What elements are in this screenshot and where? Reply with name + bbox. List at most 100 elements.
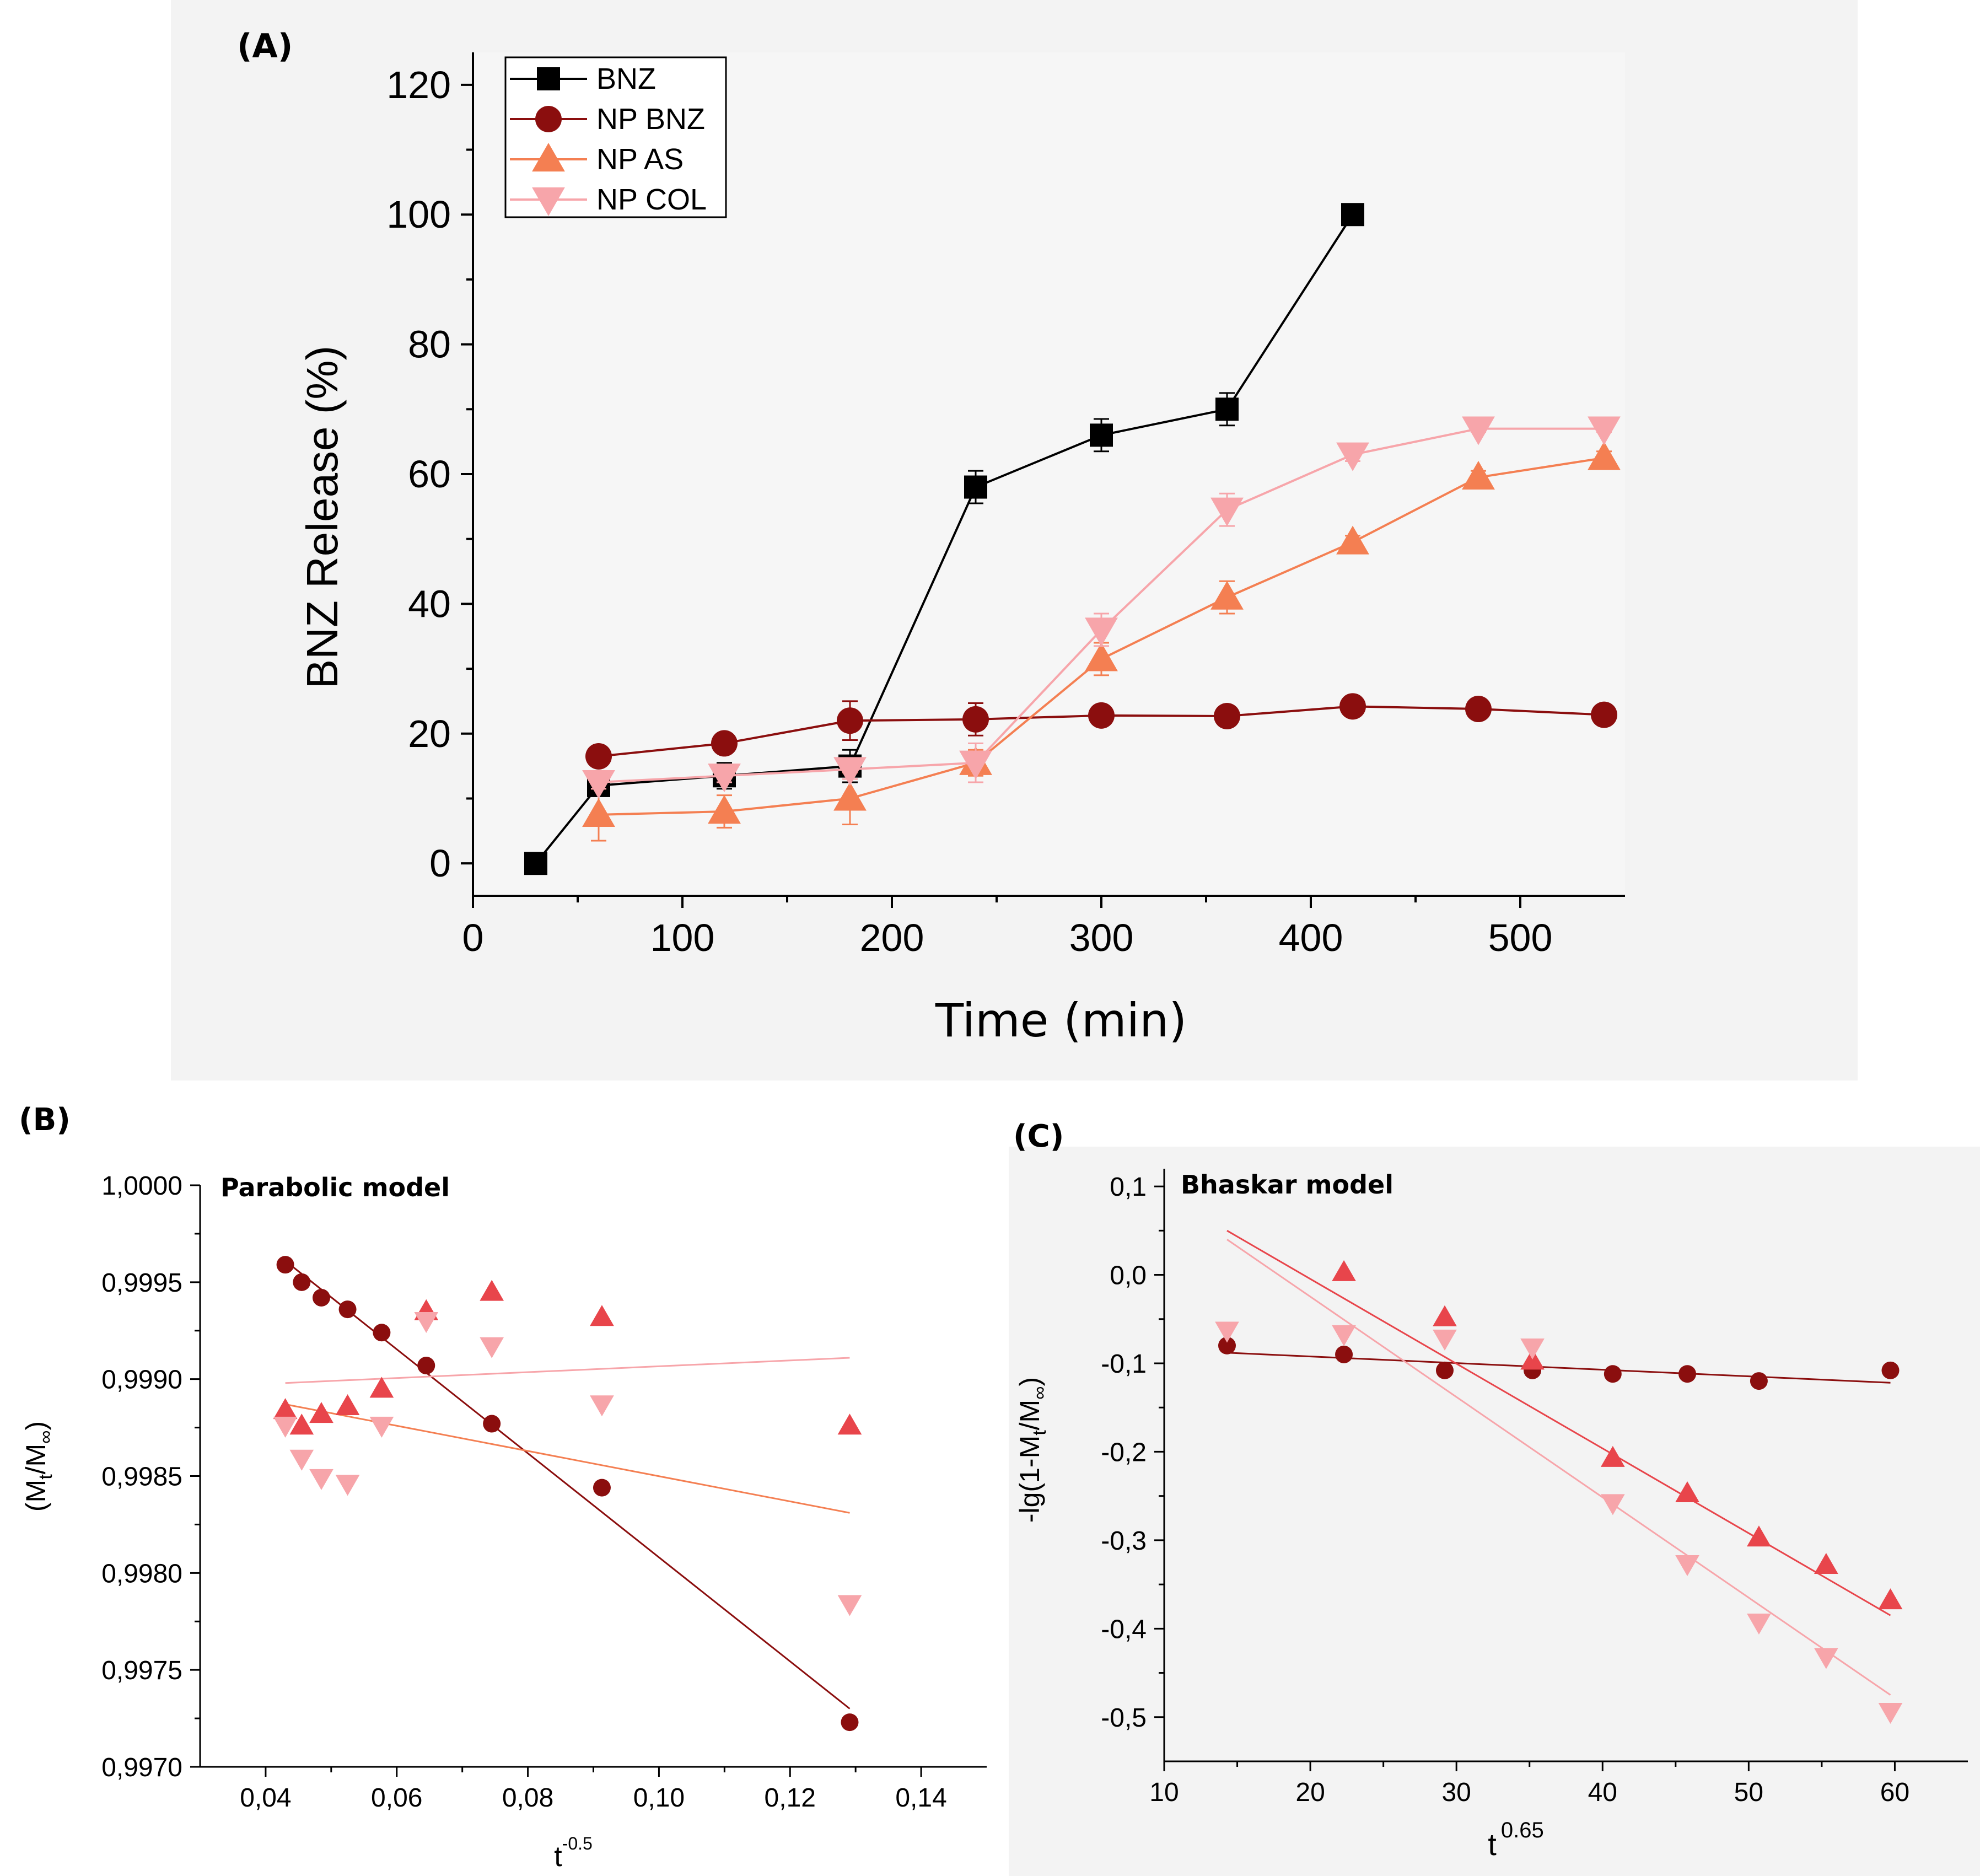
- y-tick-label: 0,9995: [101, 1268, 182, 1298]
- x-tick-label: 0,08: [502, 1783, 553, 1813]
- data-point-NP_BNZ: [593, 1479, 611, 1497]
- data-point-NP_COL: [1520, 1338, 1545, 1359]
- panel-a-y-axis-title: BNZ Release (%): [298, 346, 347, 689]
- data-point-NP_AS: [1085, 642, 1118, 671]
- data-point-NP_AS: [1433, 1305, 1457, 1326]
- data-point-NP_COL: [309, 1469, 333, 1490]
- data-point-NP_AS: [273, 1398, 298, 1420]
- panel-a-legend[interactable]: BNZ NP BNZ NP AS NP COL: [504, 56, 727, 218]
- panel-a-axes: 0 100 200 300 400 500 0 20 40 60 80 100 120: [386, 52, 1625, 959]
- y-tick-label: -0,4: [1101, 1615, 1147, 1644]
- data-point-NP_COL: [289, 1449, 314, 1471]
- y-tick-label: 100: [386, 193, 451, 236]
- data-point-NP_BNZ: [1678, 1365, 1697, 1383]
- y-tick-label: 0,9985: [101, 1463, 182, 1492]
- data-point-NP_COL: [273, 1416, 298, 1438]
- data-point-NP_COL: [414, 1312, 439, 1334]
- legend-label-np-as: NP AS: [596, 143, 684, 176]
- data-point-NP_AS: [833, 782, 867, 811]
- panel-c-series: [1215, 1230, 1903, 1724]
- panel-b-series: [273, 1256, 862, 1732]
- data-point-NP_BNZ: [1088, 702, 1115, 729]
- data-point-NP_COL: [582, 770, 615, 799]
- data-point-NP_AS: [289, 1413, 314, 1435]
- data-point-NP_AS: [1747, 1525, 1771, 1547]
- legend-label-np-bnz: NP BNZ: [596, 103, 705, 136]
- data-point-NP_COL: [590, 1395, 614, 1417]
- legend-label-np-col: NP COL: [596, 183, 707, 216]
- panel-c-axes: 10 20 30 40 50 60 -0,5 -0,4 -0,3 -0,2 -0,1 0,0 0,1: [1101, 1169, 1968, 1807]
- data-point-NP_COL: [480, 1337, 504, 1358]
- y-tick-label: 0,1: [1110, 1173, 1147, 1202]
- panel-c-background: [1009, 1147, 1980, 1876]
- data-point-NP_BNZ: [1465, 696, 1492, 723]
- data-point-BNZ: [1215, 397, 1239, 421]
- panel-b-x-axis-title: t-0.5: [554, 1834, 593, 1873]
- x-tick-label: 500: [1488, 916, 1553, 959]
- panel-c-y-axis-title: -lg(1-Mt/M∞): [1014, 1377, 1050, 1523]
- data-point-NP_BNZ: [276, 1256, 294, 1274]
- data-point-NP_BNZ: [1604, 1365, 1622, 1383]
- panel-b-title: Parabolic model: [220, 1173, 450, 1202]
- panel-b-axes: 0,04 0,06 0,08 0,10 0,12 0,14 0,9970 0,9975 0,99…: [101, 1171, 987, 1813]
- data-point-NP_AS: [335, 1394, 360, 1416]
- series-line-BNZ: [535, 214, 1354, 864]
- data-point-NP_COL: [708, 764, 741, 793]
- data-point-NP_COL: [1814, 1648, 1838, 1669]
- data-point-NP_BNZ: [338, 1300, 357, 1319]
- data-point-NP_BNZ: [293, 1273, 311, 1291]
- data-point-NP_AS: [590, 1305, 614, 1326]
- data-point-NP_AS: [582, 798, 615, 827]
- data-point-NP_COL: [1210, 497, 1244, 526]
- data-point-NP_AS: [480, 1280, 504, 1301]
- data-point-NP_COL: [1878, 1702, 1903, 1724]
- legend-marker-NP_BNZ: [535, 106, 562, 132]
- panel-c-x-axis-title: t 0.65: [1488, 1818, 1543, 1862]
- fit-line-NP_BNZ: [284, 1260, 851, 1710]
- data-point-NP_BNZ: [312, 1288, 330, 1307]
- data-point-NP_COL: [1747, 1613, 1771, 1635]
- y-tick-label: 20: [408, 712, 451, 755]
- data-point-NP_BNZ: [837, 707, 863, 734]
- y-tick-label: 0,9975: [101, 1656, 182, 1685]
- data-point-NP_COL: [959, 750, 992, 780]
- data-point-NP_BNZ: [841, 1713, 859, 1732]
- data-point-NP_BNZ: [1591, 701, 1617, 728]
- x-tick-label: 0,14: [895, 1783, 946, 1813]
- x-tick-label: 0,06: [371, 1783, 422, 1813]
- data-point-NP_AS: [1210, 580, 1244, 610]
- y-tick-label: 0,9990: [101, 1366, 182, 1395]
- panel-a-x-axis-title: Time (min): [935, 993, 1187, 1047]
- data-point-NP_AS: [1600, 1445, 1625, 1467]
- y-tick-label: -0,3: [1101, 1526, 1147, 1556]
- legend-marker-NP_AS: [532, 143, 565, 172]
- x-tick-label: 100: [650, 916, 715, 959]
- data-point-NP_AS: [1332, 1260, 1356, 1281]
- data-point-NP_COL: [1462, 416, 1495, 445]
- data-point-NP_BNZ: [962, 706, 989, 733]
- legend-label-bnz: BNZ: [596, 62, 656, 95]
- y-tick-label: 60: [408, 453, 451, 496]
- data-point-NP_COL: [833, 757, 867, 786]
- legend-marker-BNZ: [537, 67, 560, 90]
- data-point-NP_BNZ: [711, 730, 738, 757]
- y-tick-label: 120: [386, 63, 451, 106]
- x-tick-label: 20: [1295, 1778, 1325, 1807]
- data-point-NP_COL: [369, 1416, 394, 1438]
- y-tick-label: 0: [429, 842, 451, 885]
- y-tick-label: 0,9980: [101, 1559, 182, 1588]
- panel-b-y-axis-title: (Mt/M∞): [20, 1421, 56, 1512]
- data-point-NP_COL: [1085, 617, 1118, 647]
- data-point-NP_COL: [1215, 1321, 1239, 1343]
- data-point-NP_COL: [1600, 1494, 1625, 1515]
- fit-line-NP_AS: [1226, 1230, 1891, 1616]
- x-tick-label: 30: [1441, 1778, 1471, 1807]
- panel-c-label: (C): [1013, 1119, 1064, 1154]
- data-point-NP_BNZ: [1750, 1372, 1768, 1390]
- x-tick-label: 0,04: [240, 1783, 291, 1813]
- data-point-NP_AS: [1675, 1481, 1699, 1502]
- data-point-NP_BNZ: [1339, 693, 1366, 720]
- y-tick-label: 0,9970: [101, 1753, 182, 1782]
- fit-line-NP_COL: [1226, 1239, 1891, 1696]
